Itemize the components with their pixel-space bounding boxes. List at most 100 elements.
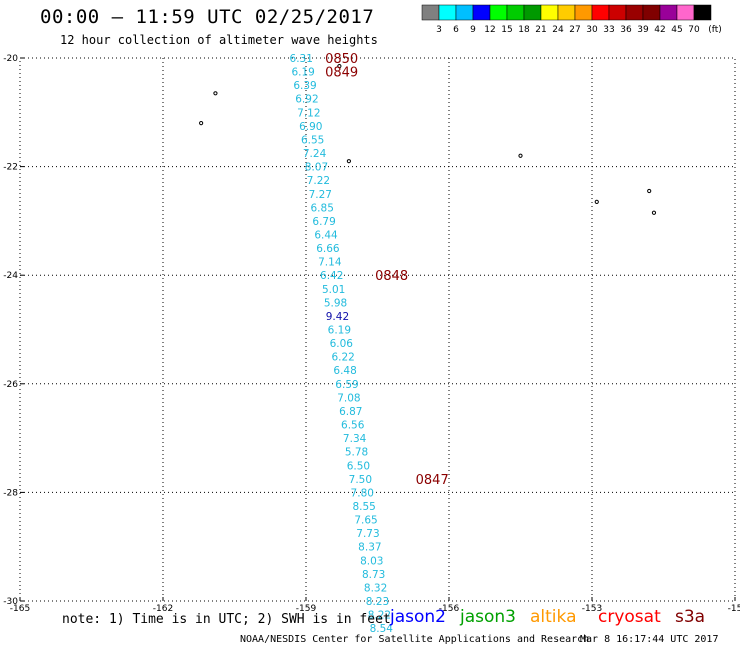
swh-value: 8.37 xyxy=(358,542,381,554)
generated-timestamp: Mar 8 16:17:44 UTC 2017 xyxy=(580,634,719,645)
lat-tick-label: -24 xyxy=(3,271,18,281)
colorbar-tick-label: 33 xyxy=(603,25,614,35)
swh-value: 6.59 xyxy=(335,379,358,391)
swh-value: 7.80 xyxy=(351,487,374,499)
swh-value: 7.34 xyxy=(343,433,367,445)
swh-value: 8.22 xyxy=(368,610,391,622)
swh-observations: 6.316.196.396.927.126.906.557.248.077.22… xyxy=(290,53,394,635)
lat-tick-label: -22 xyxy=(3,163,18,173)
island-marker xyxy=(647,188,652,194)
colorbar-tick-label: 15 xyxy=(501,25,512,35)
pass-time-label: 0847 xyxy=(416,473,449,488)
pass-time-label: 0848 xyxy=(375,269,408,284)
islands-layer xyxy=(199,64,657,215)
colorbar-swatch xyxy=(557,4,576,21)
island-marker xyxy=(594,199,599,204)
legend-jason3: jason3 xyxy=(460,607,516,627)
swh-value: 6.92 xyxy=(295,94,318,106)
colorbar-tick-label: 24 xyxy=(552,25,564,35)
swh-value: 6.48 xyxy=(333,365,356,377)
lon-tick-label: -165 xyxy=(10,604,30,614)
page-title: 00:00 – 11:59 UTC 02/25/2017 xyxy=(40,6,375,28)
colorbar-tick-label: 42 xyxy=(654,25,665,35)
swh-value: 8.23 xyxy=(366,596,389,608)
colorbar-tick-label: 30 xyxy=(586,25,598,35)
swh-value: 9.42 xyxy=(326,311,349,323)
swh-value: 6.85 xyxy=(311,202,334,214)
swh-value: 7.22 xyxy=(307,175,330,187)
lon-tick-label: -153 xyxy=(582,604,602,614)
legend-s3a: s3a xyxy=(675,607,706,627)
swh-value: 6.87 xyxy=(339,406,362,418)
swh-value: 6.90 xyxy=(299,121,322,133)
swh-value: 6.42 xyxy=(320,270,343,282)
swh-value: 8.07 xyxy=(305,162,328,174)
swh-value: 7.27 xyxy=(309,189,332,201)
island-marker xyxy=(337,64,342,69)
colorbar-swatch xyxy=(676,4,695,21)
colorbar-swatch xyxy=(421,4,440,21)
swh-value: 7.73 xyxy=(356,528,379,540)
colorbar-tick-label: 27 xyxy=(569,25,580,35)
colorbar-tick-label: 39 xyxy=(637,25,649,35)
colorbar-swatch xyxy=(659,4,678,21)
units-note: note: 1) Time is in UTC; 2) SWH is in fe… xyxy=(62,612,391,627)
plot-border xyxy=(19,57,736,602)
swh-value: 8.54 xyxy=(370,623,394,635)
colorbar-legend: 3 6 9 12 15 18 21 24 27 30 33 36 39 42 45 70 (ft) xyxy=(421,4,722,35)
swh-value: 7.14 xyxy=(318,257,342,269)
swh-value: 5.01 xyxy=(322,284,345,296)
lat-tick-label: -30 xyxy=(3,597,18,607)
swh-value: 6.66 xyxy=(316,243,340,255)
swh-value: 6.44 xyxy=(314,229,338,241)
lon-tick-label: -162 xyxy=(153,604,173,614)
swh-value: 6.06 xyxy=(330,338,354,350)
island-marker xyxy=(213,91,218,96)
swh-value: 6.50 xyxy=(347,460,370,472)
credit-line: NOAA/NESDIS Center for Satellite Applica… xyxy=(240,634,590,645)
colorbar-tick-label: 6 xyxy=(453,25,459,35)
map-frame: -20 -22 -24 -26 -28 -30-165 -162 -159 -156 -153 -1… xyxy=(3,54,740,614)
colorbar-swatch xyxy=(455,4,474,21)
swh-value: 8.32 xyxy=(364,582,387,594)
island-marker xyxy=(199,121,204,126)
colorbar-swatch xyxy=(608,4,627,21)
swh-value: 7.12 xyxy=(297,107,320,119)
colorbar-tick-label: 21 xyxy=(535,25,546,35)
page-subtitle: 12 hour collection of altimeter wave hei… xyxy=(60,33,378,47)
swh-value: 6.39 xyxy=(293,80,316,92)
pass-time-label: 0849 xyxy=(325,66,358,81)
swh-value: 7.50 xyxy=(349,474,372,486)
swh-value: 8.73 xyxy=(362,569,385,581)
colorbar-tick-label: 70 xyxy=(688,25,700,35)
swh-value: 6.79 xyxy=(312,216,335,228)
swh-value: 5.98 xyxy=(324,297,347,309)
swh-value: 6.19 xyxy=(328,325,351,337)
colorbar-tick-label: 45 xyxy=(671,25,682,35)
colorbar-swatch xyxy=(489,4,508,21)
legend-jason2: jason2 xyxy=(390,607,446,627)
island-marker xyxy=(346,159,351,164)
swh-value: 7.65 xyxy=(354,515,377,527)
lon-tick-label: -159 xyxy=(296,604,317,614)
island-marker xyxy=(651,210,657,215)
legend-cryosat: cryosat xyxy=(598,607,661,627)
legend-altika: altika xyxy=(530,607,577,627)
colorbar-swatch xyxy=(591,4,610,21)
lon-tick-label: -156 xyxy=(439,604,460,614)
colorbar-swatch xyxy=(574,4,593,21)
swh-value: 7.24 xyxy=(303,148,327,160)
colorbar-unit-label: (ft) xyxy=(708,25,722,35)
colorbar-swatch xyxy=(523,4,542,21)
colorbar-swatch xyxy=(506,4,525,21)
colorbar-tick-label: 3 xyxy=(436,25,442,35)
colorbar-swatch xyxy=(642,4,661,21)
colorbar-swatch xyxy=(438,4,457,21)
swh-value: 7.08 xyxy=(337,392,360,404)
lon-tick-label: -15 xyxy=(728,604,740,614)
colorbar-tick-label: 12 xyxy=(484,25,495,35)
map-grid xyxy=(20,58,735,601)
swh-value: 8.55 xyxy=(352,501,375,513)
